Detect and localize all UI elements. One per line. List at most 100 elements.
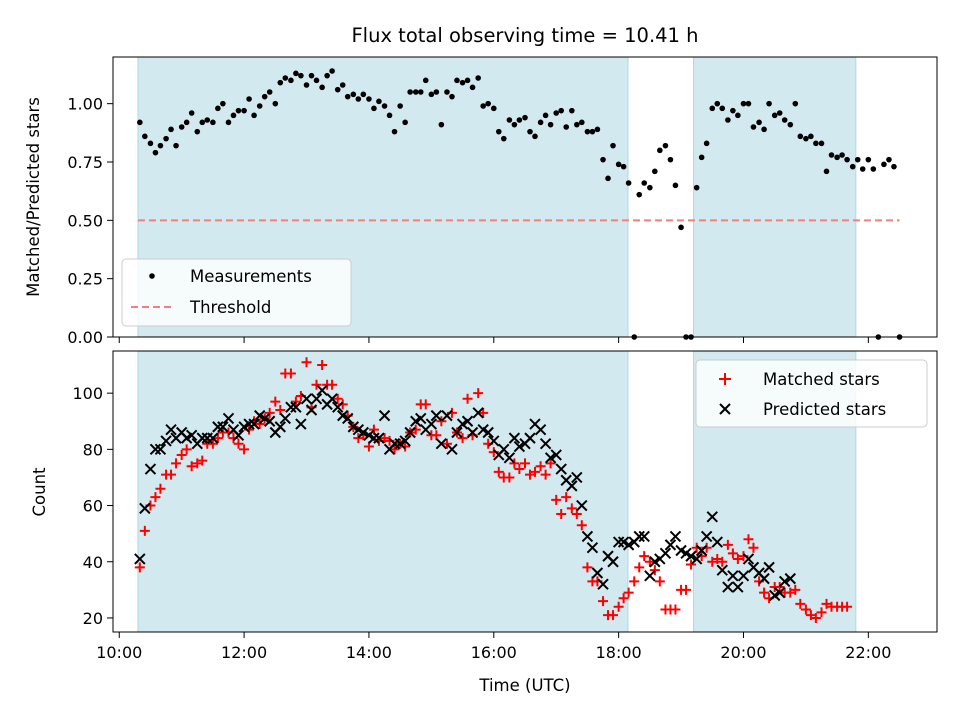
measurement-point — [542, 112, 549, 119]
measurement-point — [475, 75, 481, 81]
measurement-point — [210, 119, 216, 126]
x-tick-label: 12:00 — [221, 643, 267, 662]
predicted-star-point — [139, 502, 151, 515]
measurement-point — [808, 133, 814, 140]
matched-star-point — [457, 433, 468, 444]
measurement-point — [579, 119, 585, 126]
bottom-y-tick-label: 80 — [83, 440, 103, 459]
matched-star-point — [727, 548, 738, 559]
predicted-star-point — [581, 530, 594, 543]
measurement-point — [282, 75, 289, 81]
matched-star-point — [207, 438, 218, 449]
predicted-star-point — [430, 409, 443, 422]
top-panel: 0.00 0.25 0.50 0.75 1.00 Matched/Predicted s… — [24, 56, 938, 347]
bottom-y-tick-label: 60 — [83, 497, 103, 516]
predicted-star-point — [378, 409, 391, 422]
matched-star-point — [290, 396, 301, 407]
legend-predicted-label: Predicted stars — [763, 400, 886, 419]
top-y-tick-label: 0.00 — [67, 328, 103, 347]
measurement-point — [610, 142, 616, 149]
measurement-point — [698, 154, 705, 161]
predicted-star-point — [607, 556, 619, 568]
matched-star-point — [598, 596, 609, 607]
predicted-star-point — [706, 511, 718, 523]
predicted-star-point — [778, 575, 791, 588]
matched-star-point — [795, 598, 806, 609]
bottom-y-tick-label: 100 — [72, 384, 103, 403]
matched-star-point — [613, 601, 624, 612]
predicted-star-point — [441, 409, 453, 422]
x-tick-label: 20:00 — [720, 643, 766, 662]
measurement-point — [787, 121, 794, 128]
measurement-point — [506, 117, 513, 123]
matched-star-point — [561, 492, 572, 503]
measurement-point — [693, 184, 700, 191]
measurement-point — [594, 126, 601, 133]
predicted-star-point — [737, 570, 750, 582]
predicted-star-point — [566, 480, 578, 492]
bottom-legend: Matched stars Predicted stars — [695, 359, 928, 428]
predicted-star-point — [274, 421, 287, 433]
predicted-star-point — [310, 393, 323, 405]
matched-star-point — [301, 357, 312, 368]
measurement-point — [828, 152, 835, 158]
predicted-star-point — [415, 412, 427, 425]
matched-star-point — [681, 584, 692, 595]
top-y-tick-label: 1.00 — [67, 95, 103, 114]
measurement-point — [319, 84, 325, 91]
matched-star-point — [608, 610, 619, 621]
predicted-star-point — [727, 570, 739, 582]
predicted-star-point — [342, 412, 354, 425]
measurement-point — [725, 117, 731, 123]
top-measurements-layer — [137, 68, 903, 340]
measurement-point — [750, 124, 757, 130]
measurement-point — [886, 156, 892, 163]
bottom-legend-box — [695, 359, 928, 428]
predicted-star-point — [243, 418, 255, 430]
measurement-point — [381, 103, 388, 109]
measurement-point — [870, 166, 877, 172]
matched-star-point — [566, 503, 577, 514]
predicted-star-point — [503, 452, 516, 464]
measurement-point — [241, 107, 247, 114]
top-y-ticks: 0.00 0.25 0.50 0.75 1.00 — [67, 95, 113, 347]
measurement-point — [719, 105, 726, 112]
predicted-star-point — [472, 407, 484, 419]
measurement-point — [891, 163, 897, 170]
predicted-star-point — [217, 421, 229, 433]
matched-star-point — [649, 565, 660, 576]
matched-star-point — [509, 458, 520, 469]
predicted-star-point — [165, 423, 177, 436]
matched-star-point — [285, 368, 296, 379]
measurement-point — [776, 110, 783, 116]
measurement-point — [771, 112, 778, 119]
measurement-point — [605, 175, 611, 182]
matched-star-point — [150, 492, 161, 503]
matched-star-point — [431, 430, 442, 441]
measurement-point — [266, 89, 273, 95]
measurement-point — [360, 91, 367, 98]
matched-star-point — [504, 472, 515, 483]
top-y-axis-label: Matched/Predicted stars — [24, 97, 43, 297]
matched-star-point — [264, 407, 275, 418]
measurement-point — [407, 89, 413, 95]
x-axis-label: Time (UTC) — [478, 676, 570, 695]
measurement-point — [652, 168, 658, 175]
predicted-star-point — [498, 443, 510, 456]
predicted-star-point — [160, 435, 172, 447]
bottom-shaded-interval-0 — [137, 350, 629, 633]
predicted-star-point — [149, 443, 162, 456]
predicted-star-point — [711, 536, 723, 548]
measurement-point — [428, 91, 435, 98]
measurement-point — [230, 112, 237, 119]
measurement-point — [569, 107, 575, 114]
measurement-point — [215, 105, 221, 112]
measurement-point — [438, 121, 445, 128]
measurement-point — [350, 91, 357, 98]
measurement-point — [745, 100, 752, 107]
measurement-point — [574, 121, 580, 128]
measurement-point — [303, 82, 310, 88]
measurement-point — [183, 119, 190, 126]
measurement-point — [246, 96, 252, 102]
measurement-point — [662, 142, 669, 149]
